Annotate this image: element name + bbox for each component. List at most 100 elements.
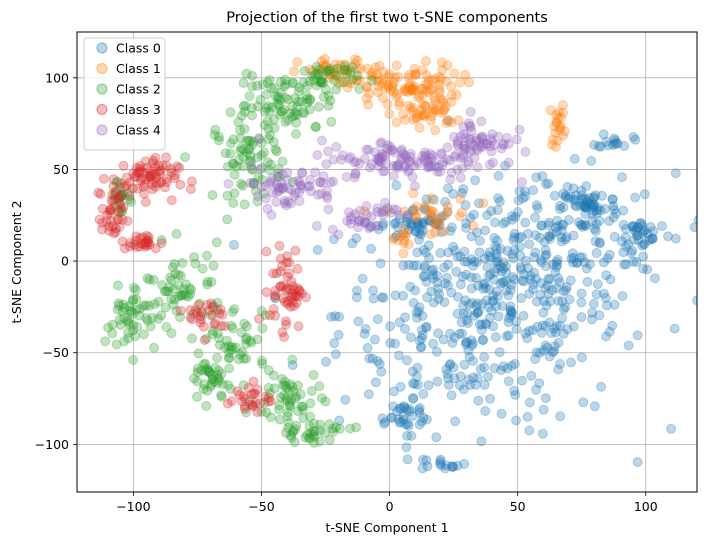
data-point: [161, 322, 172, 332]
data-point: [443, 280, 453, 291]
data-point: [570, 200, 581, 211]
data-point: [450, 149, 461, 160]
data-point: [398, 260, 409, 271]
data-point: [334, 311, 345, 322]
data-point: [423, 161, 434, 171]
data-point: [632, 457, 643, 468]
data-point: [511, 415, 521, 426]
data-point: [386, 207, 396, 218]
data-point: [631, 226, 642, 236]
data-point: [670, 168, 681, 179]
data-point: [426, 212, 437, 223]
data-point: [407, 85, 418, 96]
data-point: [225, 383, 236, 394]
data-point: [323, 100, 334, 111]
data-point: [248, 178, 259, 189]
data-point: [205, 310, 216, 321]
data-point: [349, 157, 360, 168]
data-point: [177, 258, 188, 268]
data-point: [567, 248, 578, 259]
data-point: [274, 182, 284, 193]
data-point: [153, 296, 164, 307]
data-point: [282, 174, 293, 185]
data-point: [501, 331, 512, 342]
data-point: [484, 271, 494, 281]
data-point: [285, 379, 296, 390]
data-point: [318, 92, 329, 102]
data-point: [591, 248, 602, 258]
data-point: [387, 80, 398, 91]
data-point: [367, 67, 378, 78]
data-point: [623, 340, 634, 351]
data-point: [498, 218, 509, 229]
data-point: [144, 171, 155, 182]
data-point: [401, 216, 412, 227]
data-point: [148, 158, 158, 169]
data-point: [417, 217, 428, 228]
data-point: [394, 403, 405, 414]
data-point: [437, 211, 448, 222]
data-point: [112, 214, 123, 225]
data-point: [365, 221, 376, 232]
data-point: [436, 227, 447, 238]
data-point: [406, 85, 417, 96]
legend-marker: [96, 124, 108, 136]
data-point: [286, 184, 297, 195]
data-point: [490, 332, 501, 343]
data-point: [631, 257, 642, 267]
data-point: [116, 203, 126, 214]
data-point: [263, 101, 274, 112]
data-point: [421, 194, 432, 205]
data-point: [239, 403, 250, 414]
data-point: [638, 226, 649, 237]
data-point: [309, 437, 320, 448]
data-point: [414, 122, 425, 133]
data-point: [280, 376, 290, 387]
data-point: [528, 284, 538, 295]
data-point: [459, 459, 470, 469]
data-point: [485, 141, 496, 152]
data-point: [425, 115, 436, 126]
data-point: [566, 357, 576, 368]
data-point: [266, 176, 277, 187]
data-point: [456, 207, 467, 218]
data-point: [105, 207, 116, 218]
data-point: [448, 362, 459, 373]
data-point: [542, 280, 553, 291]
data-point: [301, 292, 311, 303]
data-point: [628, 132, 639, 142]
data-point: [124, 301, 135, 312]
data-point: [332, 63, 343, 74]
data-point: [217, 309, 228, 320]
data-point: [333, 78, 344, 89]
data-point: [141, 313, 152, 324]
grid-lines: [77, 32, 697, 492]
data-point: [361, 201, 372, 211]
data-point: [398, 238, 409, 249]
data-point: [395, 230, 406, 241]
data-point: [399, 162, 410, 173]
data-point: [124, 318, 135, 329]
data-point: [310, 426, 320, 437]
data-point: [281, 394, 292, 405]
data-point: [316, 56, 327, 67]
data-point: [416, 229, 427, 240]
data-point: [389, 147, 400, 158]
data-point: [394, 100, 405, 111]
data-point: [324, 435, 335, 446]
data-point: [607, 194, 618, 205]
data-point: [554, 107, 565, 118]
data-point: [550, 327, 561, 338]
data-point: [139, 167, 149, 178]
data-point: [428, 206, 439, 217]
data-point: [525, 270, 536, 281]
data-point: [186, 176, 197, 187]
data-point: [478, 283, 489, 294]
data-point: [252, 152, 263, 163]
data-point: [284, 397, 295, 408]
data-point: [403, 100, 414, 111]
data-point: [528, 185, 539, 196]
data-point: [421, 321, 432, 332]
data-point: [544, 274, 555, 284]
data-point: [458, 129, 469, 140]
